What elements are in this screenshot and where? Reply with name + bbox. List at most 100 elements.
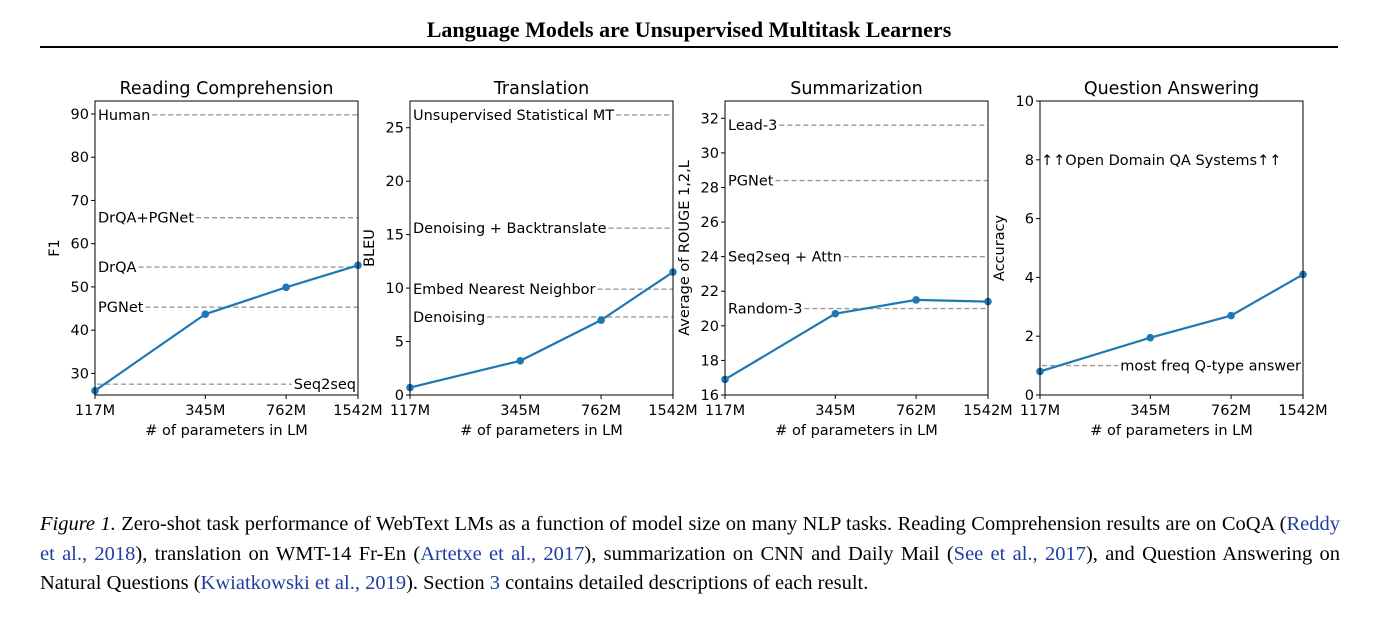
x-axis-label: # of parameters in LM [460,423,622,439]
citation-link[interactable]: Reddy et al., 2018 [40,513,1340,565]
paper-title: Language Models are Unsupervised Multita… [426,17,952,42]
x-tick-label: 345M [500,403,540,419]
y-tick-label: 26 [701,215,719,231]
x-tick-label: 345M [815,403,855,419]
plot-frame [409,100,674,396]
y-tick-label: 80 [71,150,89,166]
data-point [912,296,920,304]
chart-panel: Lead-3 PGNet Seq2seq + Attn Random-3 16 18 20 2… [677,79,1013,439]
y-tick-label: 15 [386,228,404,244]
x-tick-label: 117M [705,403,745,419]
baseline-label: Denoising + Backtranslate [413,221,607,237]
citation-link[interactable]: Artetxe et al., 2017 [420,542,585,565]
baseline-label: Seq2seq + Attn [728,250,842,266]
x-tick-label: 117M [1020,403,1060,419]
baseline-label: Unsupervised Statistical MT [413,108,614,124]
chart-title: Translation [493,79,589,99]
figure-1: Human DrQA+PGNet DrQA PGNet Seq2seq 30 40 50 60 7… [0,60,1375,460]
x-tick-label: 762M [581,403,621,419]
baseline-label: PGNet [728,174,774,190]
y-tick-label: 30 [701,146,719,162]
y-axis-label: Average of ROUGE 1,2,L [677,160,693,336]
citation-link[interactable]: Kwiatkowski et al., 2019 [200,572,407,594]
y-tick-label: 28 [701,180,719,196]
y-tick-label: 20 [386,174,404,190]
plot-frame [1039,100,1304,396]
y-tick-label: 50 [71,280,89,296]
figure-charts: HumanDrQA+PGNetDrQAPGNetSeq2seq304050607… [47,79,1328,439]
x-tick-label: 1542M [648,403,697,419]
caption-text: ). Section [406,572,490,594]
y-axis-label: BLEU [362,229,378,267]
baseline-label: PGNet [98,300,144,316]
y-tick-label: 6 [1025,212,1034,228]
baseline-label: Seq2seq [294,377,356,393]
series-line [409,271,674,389]
y-tick-label: 18 [701,353,719,369]
x-tick-label: 117M [390,403,430,419]
baseline-label: Human [98,108,150,124]
data-point [201,310,210,318]
y-tick-label: 22 [701,284,719,300]
data-point [516,356,525,365]
x-tick-label: 1542M [963,403,1012,419]
x-tick-label: 345M [185,403,225,419]
x-tick-label: 762M [266,403,306,419]
y-axis-label: F1 [47,239,63,257]
series-line [94,264,359,392]
citation-link[interactable]: See et al., 2017 [953,542,1086,565]
chart-panel: most freq Q-type answer ↑↑Open Domain QA … [992,79,1328,439]
series-line [1039,273,1304,373]
section-link[interactable]: 3 [489,572,501,594]
caption-text: contains detailed descriptions of each r… [500,572,869,594]
y-tick-label: 60 [71,237,89,253]
figure-caption: Figure 1. Zero-shot task performance of … [40,510,1340,599]
caption-figure-label: Figure 1. [40,513,116,535]
caption-text: ), translation on WMT-14 Fr-En ( [135,542,421,565]
baseline-label: Lead-3 [728,118,777,134]
y-tick-label: 20 [701,319,719,335]
x-tick-label: 762M [1211,403,1251,419]
data-point [1227,311,1235,320]
x-tick-label: 117M [75,403,115,419]
y-tick-label: 10 [386,281,404,297]
y-tick-label: 70 [71,193,89,209]
chart-title: Reading Comprehension [120,79,334,99]
paper-running-header: Language Models are Unsupervised Multita… [40,16,1338,48]
caption-text: Zero-shot task performance of WebText LM… [115,513,1287,535]
baseline-label: Random-3 [728,302,803,318]
y-tick-label: 4 [1025,270,1034,286]
x-axis-label: # of parameters in LM [775,423,937,439]
y-tick-label: 25 [386,121,404,137]
baseline-label: DrQA [98,260,137,276]
chart-panel: Human DrQA+PGNet DrQA PGNet Seq2seq 30 40 50 60 7… [47,79,383,439]
chart-title: Summarization [790,79,923,99]
x-tick-label: 762M [896,403,936,419]
baseline-label: Denoising [413,310,485,326]
y-tick-label: 2 [1025,329,1034,345]
y-tick-label: 0 [1025,388,1034,404]
x-tick-label: 1542M [1278,403,1327,419]
x-axis-label: # of parameters in LM [1090,423,1252,439]
x-tick-label: 345M [1130,403,1170,419]
series-line [724,298,989,381]
y-tick-label: 90 [71,107,89,123]
baseline-label: Embed Nearest Neighbor [413,282,596,298]
baseline-label: most freq Q-type answer [1120,359,1301,375]
data-point [282,283,290,292]
y-tick-label: 0 [395,388,404,404]
baseline-label: DrQA+PGNet [98,211,194,227]
caption-text: ), summarization on CNN and Daily Mail ( [584,542,954,565]
caption-text: ), and Question Answering on Natural Que… [40,542,1341,595]
data-point [831,309,840,318]
data-point [1146,333,1155,342]
x-axis-label: # of parameters in LM [145,423,307,439]
y-tick-label: 24 [701,250,719,266]
chart-title: Question Answering [1084,79,1259,99]
y-tick-label: 10 [1016,94,1034,110]
data-point [597,316,605,324]
y-tick-label: 5 [395,335,404,351]
y-axis-label: Accuracy [992,214,1008,281]
y-tick-label: 8 [1025,153,1034,169]
y-tick-label: 40 [71,323,89,339]
